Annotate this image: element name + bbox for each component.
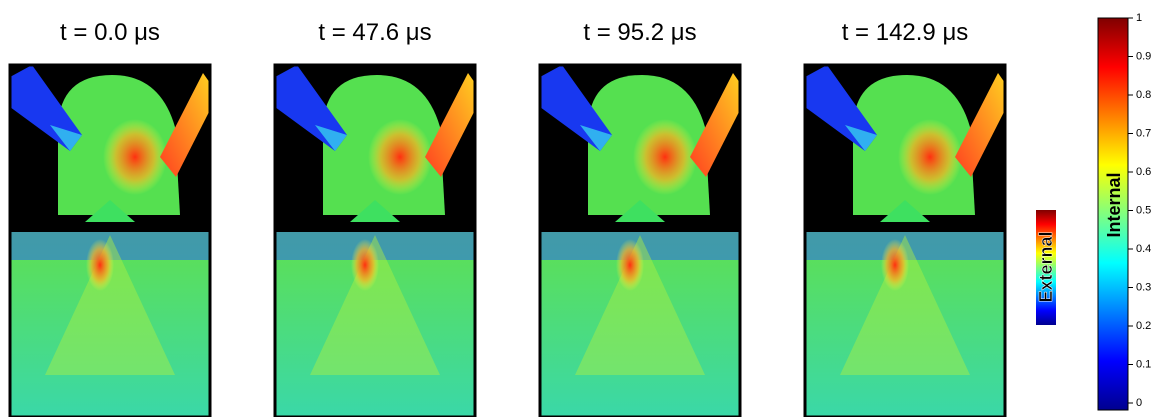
- tick-label: 0: [1136, 397, 1142, 409]
- panel-image: [805, 65, 1005, 417]
- panel-image: [10, 65, 210, 417]
- tick-label: 0.3: [1136, 281, 1151, 293]
- tick-label: 0.7: [1136, 127, 1151, 139]
- panel: t = 0.0 μs: [10, 19, 210, 417]
- tick-label: 0.8: [1136, 89, 1151, 101]
- panel-image: [540, 65, 740, 417]
- panel-title: t = 47.6 μs: [318, 19, 431, 46]
- panel: t = 95.2 μs: [540, 19, 740, 417]
- panel-title: t = 95.2 μs: [583, 19, 696, 46]
- tick-label: 0.6: [1136, 166, 1151, 178]
- panel-image: [275, 65, 475, 417]
- panel: t = 142.9 μs: [805, 19, 1005, 417]
- external-label: External: [1036, 231, 1056, 302]
- page: t = 0.0 μs t = 47.6 μs t = 95.2 μs t = 1…: [0, 0, 1154, 417]
- tick-label: 0.5: [1136, 204, 1151, 216]
- panel: t = 47.6 μs: [275, 19, 475, 417]
- panel-title: t = 142.9 μs: [842, 19, 969, 46]
- panel-title: t = 0.0 μs: [60, 19, 160, 46]
- tick-label: 0.9: [1136, 50, 1151, 62]
- figure: t = 0.0 μs t = 47.6 μs t = 95.2 μs t = 1…: [0, 0, 1154, 417]
- tick-label: 0.1: [1136, 358, 1151, 370]
- tick-label: 1: [1136, 12, 1142, 24]
- tick-label: 0.4: [1136, 243, 1151, 255]
- tick-label: 0.2: [1136, 320, 1151, 332]
- internal-label: Internal: [1104, 172, 1124, 237]
